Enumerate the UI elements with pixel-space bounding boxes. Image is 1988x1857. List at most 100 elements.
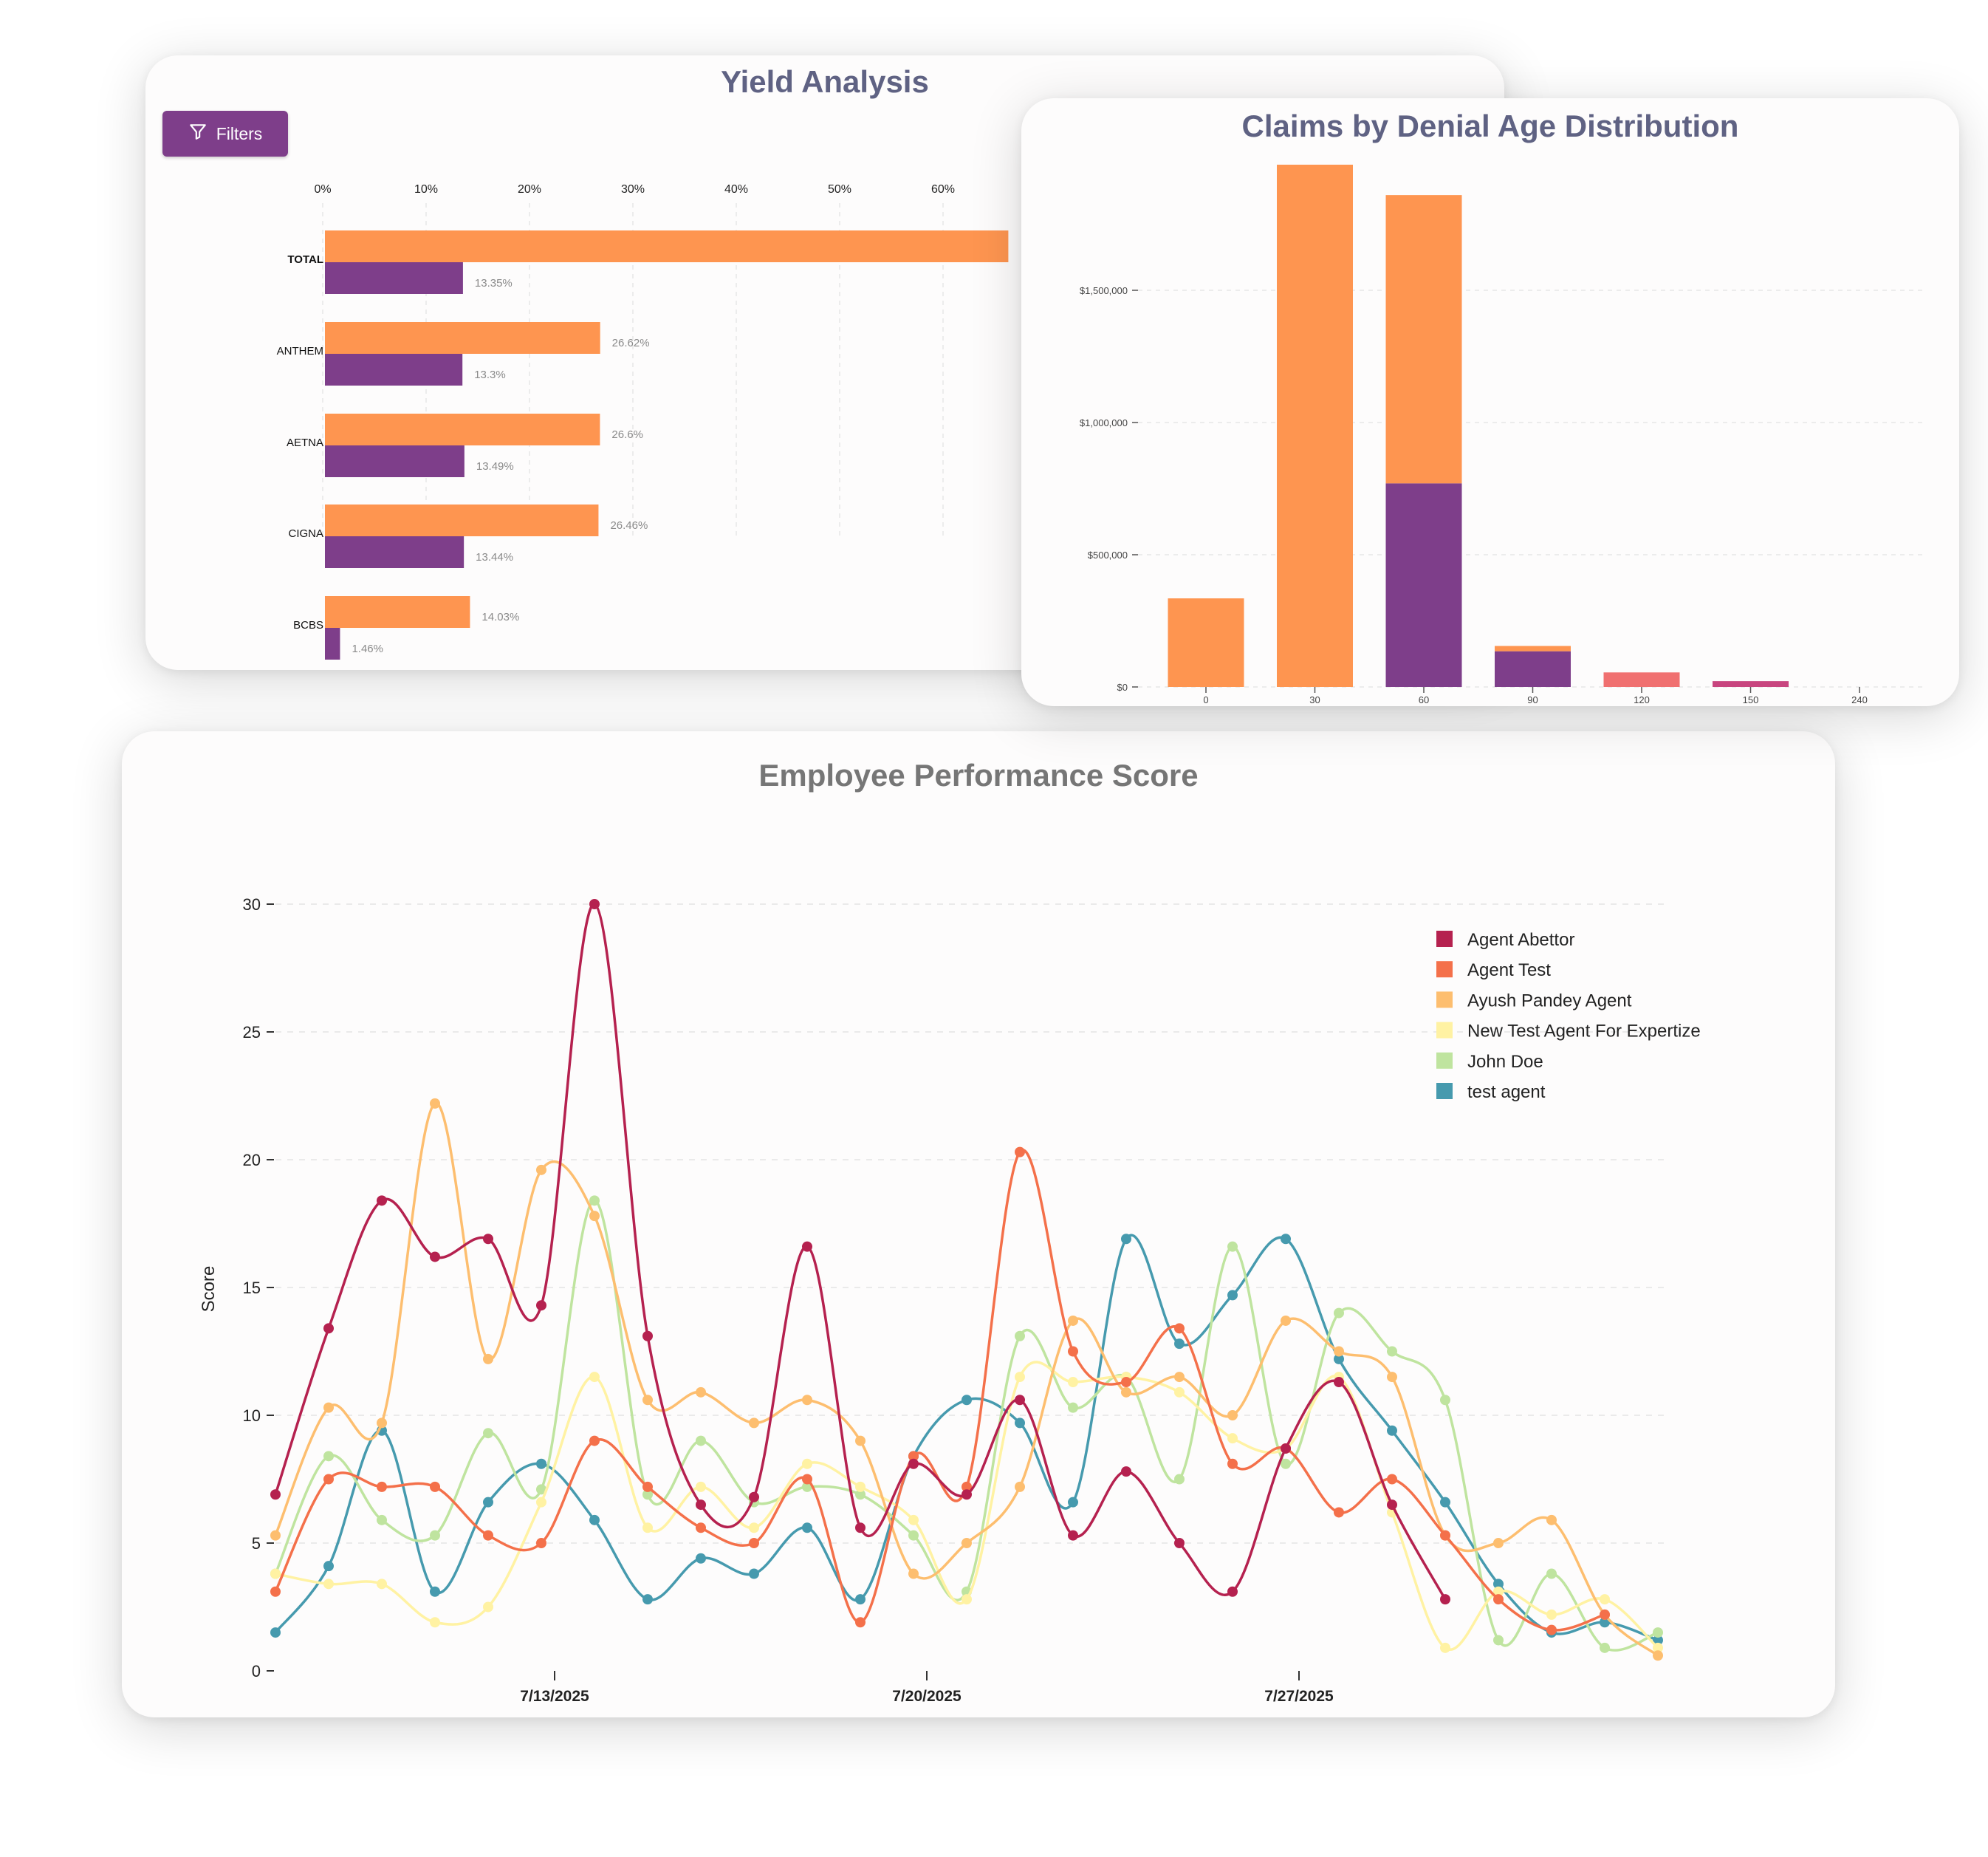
perf-point-agent-abettor: [377, 1195, 387, 1206]
perf-point-new-test-agent-for-expertize: [430, 1617, 440, 1628]
perf-point-ayush-pandey-agent: [1174, 1372, 1185, 1383]
yield-category-label: CIGNA: [288, 527, 323, 540]
perf-point-agent-test: [430, 1481, 440, 1492]
legend-label: Ayush Pandey Agent: [1467, 991, 1632, 1010]
perf-y-tick-label: 0: [252, 1662, 261, 1680]
perf-point-test-agent: [1493, 1579, 1504, 1590]
perf-point-new-test-agent-for-expertize: [642, 1522, 653, 1533]
claims-x-tick-label: 240: [1851, 694, 1868, 705]
perf-point-agent-abettor: [536, 1300, 546, 1311]
perf-point-test-agent: [1068, 1497, 1078, 1508]
claims-x-tick-label: 150: [1743, 694, 1759, 705]
perf-point-agent-test: [749, 1538, 759, 1548]
perf-point-test-agent: [1281, 1234, 1291, 1245]
perf-point-new-test-agent-for-expertize: [1653, 1642, 1663, 1653]
legend-swatch: [1436, 1052, 1453, 1069]
perf-point-ayush-pandey-agent: [1546, 1514, 1557, 1525]
yield-bar-chart: 0%10%20%30%40%50%60%70%TOTAL13.35%ANTHEM…: [277, 183, 1058, 660]
yield-data-label: 1.46%: [352, 643, 383, 655]
perf-point-new-test-agent-for-expertize: [1493, 1586, 1504, 1597]
claims-y-tick-label: $500,000: [1088, 550, 1128, 561]
claims-denial-age-title: Claims by Denial Age Distribution: [1241, 109, 1739, 143]
perf-x-tick-label: 7/20/2025: [892, 1688, 962, 1705]
claims-y-tick-label: $0: [1117, 682, 1128, 693]
perf-point-agent-abettor: [749, 1491, 759, 1502]
perf-point-ayush-pandey-agent: [1121, 1386, 1131, 1398]
perf-point-new-test-agent-for-expertize: [1546, 1609, 1557, 1620]
perf-point-john-doe: [1334, 1307, 1344, 1319]
perf-point-test-agent: [1653, 1635, 1663, 1646]
perf-point-agent-abettor: [589, 899, 600, 909]
filters-button[interactable]: Filters: [162, 111, 288, 157]
perf-point-agent-test: [1334, 1507, 1344, 1518]
perf-point-john-doe: [589, 1195, 600, 1206]
yield-x-tick-label: 10%: [414, 183, 438, 196]
perf-point-agent-test: [323, 1474, 334, 1485]
employee-performance-title: Employee Performance Score: [758, 758, 1199, 793]
perf-point-agent-abettor: [323, 1323, 334, 1334]
perf-point-john-doe: [1653, 1627, 1663, 1638]
legend-swatch: [1436, 1083, 1453, 1099]
yield-category-label: AETNA: [287, 437, 323, 449]
perf-point-john-doe: [642, 1489, 653, 1500]
perf-point-john-doe: [377, 1514, 387, 1525]
claims-x-tick-label: 0: [1203, 694, 1208, 705]
filter-icon: [188, 122, 208, 146]
yield-bar-purple: [325, 354, 463, 386]
legend-label: test agent: [1467, 1082, 1546, 1102]
perf-point-agent-test: [1174, 1323, 1185, 1334]
perf-point-agent-test: [483, 1530, 493, 1541]
perf-point-ayush-pandey-agent: [1387, 1372, 1397, 1383]
yield-bar-orange: [325, 596, 470, 628]
perf-point-agent-test: [642, 1481, 653, 1492]
perf-point-ayush-pandey-agent: [908, 1568, 919, 1579]
perf-point-john-doe: [1493, 1635, 1504, 1646]
yield-x-tick-label: 20%: [518, 183, 541, 196]
perf-point-ayush-pandey-agent: [589, 1211, 600, 1222]
perf-point-agent-test: [1493, 1594, 1504, 1605]
perf-point-agent-test: [908, 1451, 919, 1462]
yield-x-tick-label: 40%: [724, 183, 748, 196]
perf-point-ayush-pandey-agent: [642, 1395, 653, 1406]
perf-x-tick-label: 7/27/2025: [1264, 1688, 1334, 1705]
perf-point-new-test-agent-for-expertize: [802, 1458, 812, 1469]
yield-bar-orange: [325, 230, 1009, 262]
perf-point-agent-test: [1600, 1609, 1610, 1620]
legend-swatch: [1436, 931, 1453, 947]
perf-point-new-test-agent-for-expertize: [536, 1497, 546, 1508]
perf-point-agent-test: [1546, 1624, 1557, 1635]
yield-data-label: 26.6%: [611, 428, 643, 441]
yield-data-label: 26.46%: [610, 519, 648, 532]
yield-data-label: 13.49%: [476, 460, 514, 473]
perf-point-agent-abettor: [270, 1489, 281, 1500]
claims-y-tick-label: $1,500,000: [1080, 285, 1128, 296]
yield-bar-orange: [325, 505, 599, 536]
claims-bar-orange: [1168, 598, 1244, 687]
perf-point-test-agent: [1227, 1290, 1238, 1301]
perf-point-ayush-pandey-agent: [483, 1353, 493, 1364]
perf-point-ayush-pandey-agent: [1653, 1650, 1663, 1661]
perf-y-tick-label: 10: [243, 1406, 261, 1425]
perf-series-line-new-test-agent-for-expertize: [275, 1361, 1659, 1651]
perf-y-tick-label: 30: [243, 895, 261, 914]
perf-point-agent-abettor: [908, 1458, 919, 1469]
yield-bar-purple: [325, 628, 340, 660]
claims-bar-purple: [1385, 483, 1462, 687]
perf-point-agent-test: [802, 1474, 812, 1485]
perf-y-tick-label: 20: [243, 1151, 261, 1169]
legend-swatch: [1436, 961, 1453, 978]
claims-y-tick-label: $1,000,000: [1080, 417, 1128, 428]
perf-point-agent-abettor: [1121, 1466, 1131, 1477]
perf-point-agent-abettor: [642, 1330, 653, 1341]
perf-point-agent-test: [855, 1617, 866, 1628]
claims-stacked-bar-chart: $0 $500,000 $1,000,000 $1,500,000 0 30 60 90 120…: [1080, 164, 1926, 705]
perf-point-test-agent: [536, 1458, 546, 1469]
yield-category-label: TOTAL: [287, 253, 323, 266]
perf-point-test-agent: [855, 1594, 866, 1605]
perf-point-agent-test: [377, 1481, 387, 1492]
perf-point-john-doe: [1015, 1330, 1025, 1341]
perf-point-ayush-pandey-agent: [962, 1538, 972, 1548]
perf-point-john-doe: [1227, 1241, 1238, 1252]
perf-point-new-test-agent-for-expertize: [589, 1372, 600, 1383]
perf-point-ayush-pandey-agent: [1493, 1538, 1504, 1548]
